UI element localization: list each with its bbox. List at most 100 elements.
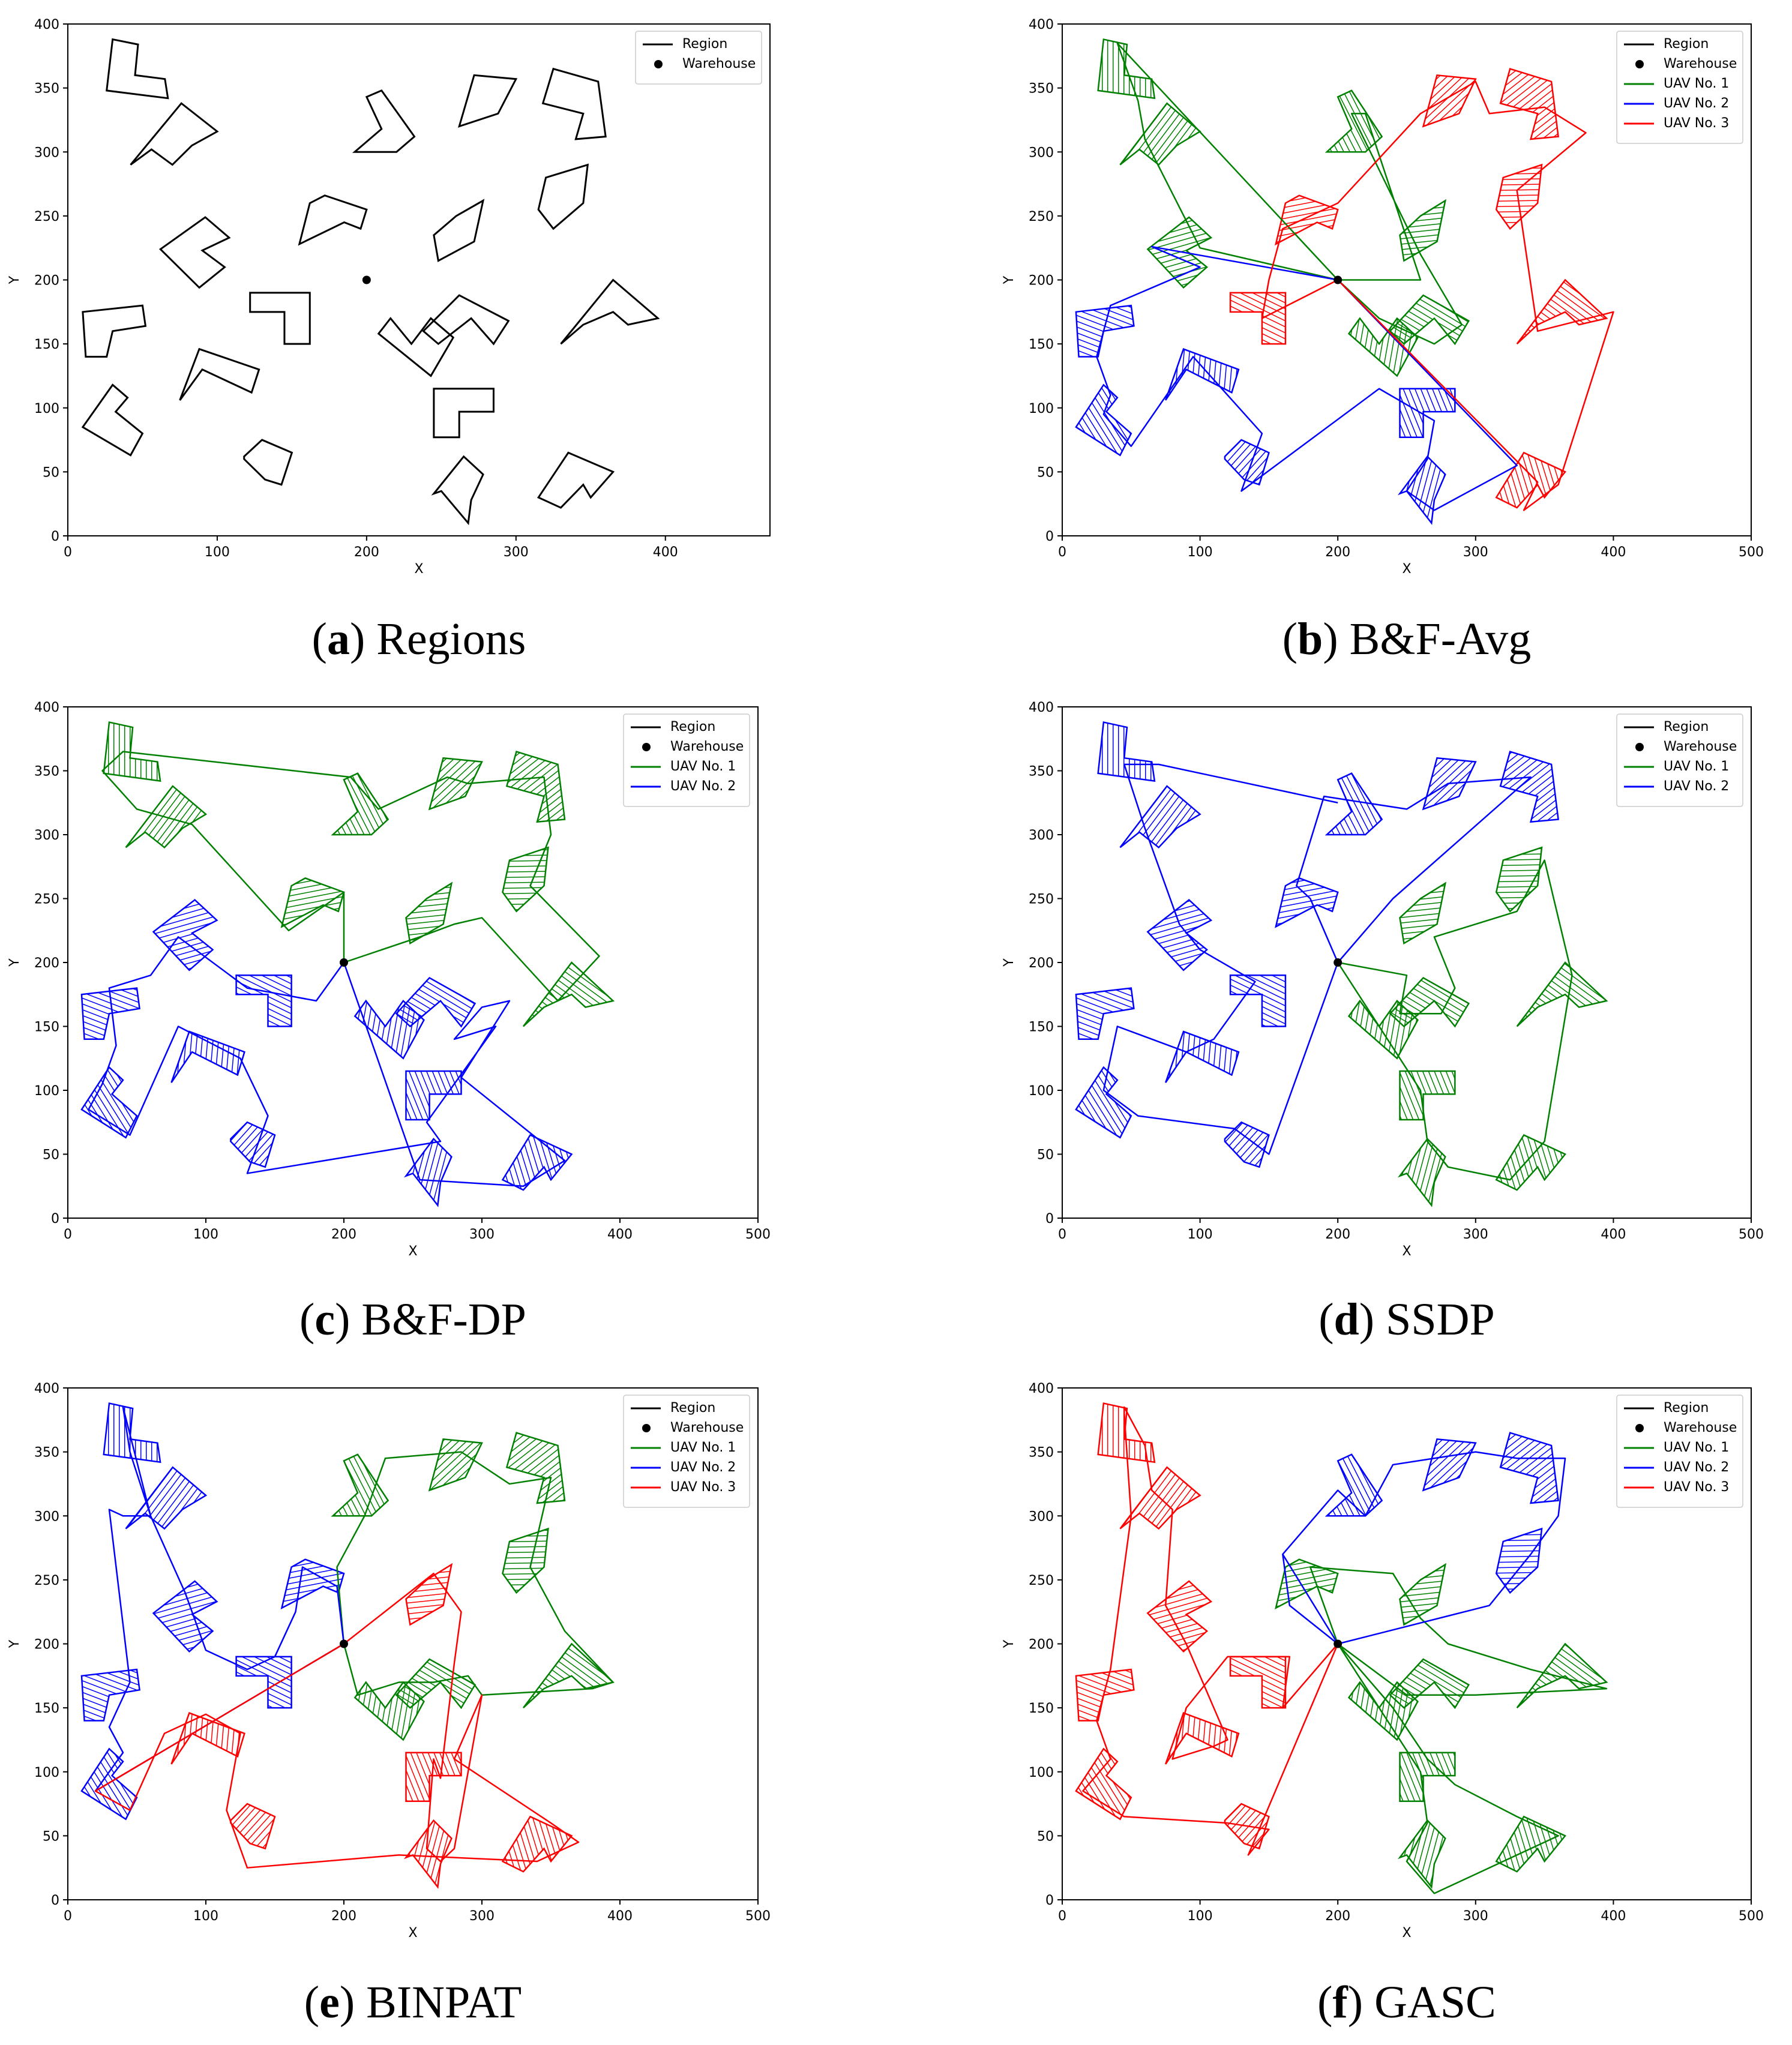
y-tick-label: 0 bbox=[1045, 1893, 1054, 1908]
y-tick-label: 50 bbox=[1037, 1148, 1054, 1163]
x-tick-label: 300 bbox=[469, 1227, 495, 1242]
coverage-region bbox=[1224, 439, 1270, 486]
region-polygon bbox=[433, 388, 495, 439]
coverage-region bbox=[1229, 292, 1287, 345]
y-tick-label: 250 bbox=[34, 209, 59, 224]
y-tick-label: 50 bbox=[43, 465, 59, 480]
warehouse-marker bbox=[362, 275, 371, 284]
x-tick-label: 300 bbox=[1463, 1909, 1488, 1924]
coverage-region bbox=[428, 757, 483, 811]
route-uav-no-1 bbox=[1116, 42, 1463, 345]
coverage-region bbox=[1499, 750, 1559, 823]
legend-box bbox=[1616, 1395, 1743, 1508]
coverage-region bbox=[405, 1070, 462, 1121]
panel-d: 0 100 200 300 400 500 0 50 100 150 200 250 300 350 400… bbox=[1002, 700, 1764, 1345]
coverage-region bbox=[170, 1712, 245, 1765]
coverage-region bbox=[1229, 974, 1287, 1027]
region-polygon bbox=[433, 199, 485, 262]
y-tick-label: 100 bbox=[34, 401, 59, 416]
legend-label: UAV No. 1 bbox=[670, 1440, 736, 1455]
legend-box bbox=[623, 1395, 750, 1508]
coverage-region bbox=[1499, 1432, 1559, 1504]
coverage-region bbox=[1075, 304, 1135, 358]
coverage-region bbox=[230, 1121, 276, 1168]
coverage-region bbox=[1495, 1527, 1543, 1594]
legend-label: UAV No. 1 bbox=[670, 759, 736, 774]
y-tick-label: 350 bbox=[1029, 1446, 1054, 1461]
x-tick-label: 200 bbox=[331, 1909, 356, 1924]
coverage-region bbox=[1399, 1070, 1456, 1121]
y-tick-label: 300 bbox=[34, 145, 59, 160]
y-tick-label: 100 bbox=[1029, 401, 1054, 416]
coverage-region bbox=[1119, 102, 1201, 166]
coverage-region bbox=[1275, 194, 1339, 246]
coverage-region bbox=[1495, 163, 1543, 230]
legend-warehouse-icon bbox=[1635, 1424, 1644, 1432]
legend-label: UAV No. 2 bbox=[1664, 1460, 1729, 1475]
y-tick-label: 200 bbox=[34, 274, 59, 289]
coverage-region bbox=[501, 1134, 573, 1191]
x-tick-label: 100 bbox=[193, 1227, 218, 1242]
coverage-region bbox=[1165, 1712, 1240, 1765]
route-uav-no-3 bbox=[94, 1572, 580, 1869]
coverage-region bbox=[80, 1066, 138, 1139]
coverage-region bbox=[1075, 1668, 1135, 1722]
region-polygon bbox=[243, 439, 293, 486]
coverage-region bbox=[1495, 451, 1567, 509]
y-axis-label: Y bbox=[7, 958, 22, 967]
route-uav-no-1 bbox=[1309, 1566, 1608, 1894]
coverage-region bbox=[103, 1402, 161, 1464]
y-tick-label: 400 bbox=[1029, 17, 1054, 32]
panel-a: 0 100 200 300 400 0 50 100 150 200 250 300 350 400 X Y R… bbox=[7, 17, 771, 664]
route-uav-no-1 bbox=[101, 751, 600, 1002]
coverage-region bbox=[235, 1656, 292, 1709]
coverage-region bbox=[403, 1138, 453, 1207]
coverage-region bbox=[152, 1580, 218, 1653]
y-tick-label: 300 bbox=[1029, 828, 1054, 843]
legend-label: Region bbox=[670, 1401, 715, 1416]
coverage-region bbox=[1422, 1438, 1477, 1492]
region-polygon bbox=[82, 304, 147, 358]
coverage-region bbox=[1075, 1066, 1132, 1139]
region-polygon bbox=[179, 347, 260, 401]
legend-label: Region bbox=[1664, 719, 1709, 734]
panel-caption: (b) B&F-Avg bbox=[1282, 614, 1532, 664]
coverage-region bbox=[523, 961, 615, 1027]
x-tick-label: 0 bbox=[64, 545, 72, 560]
y-axis-label: Y bbox=[7, 1639, 22, 1648]
x-tick-label: 100 bbox=[1188, 545, 1213, 560]
coverage-region bbox=[1399, 1752, 1456, 1803]
x-tick-label: 400 bbox=[607, 1909, 633, 1924]
x-tick-label: 200 bbox=[1325, 1909, 1350, 1924]
legend-label: Warehouse bbox=[670, 1420, 744, 1435]
coverage-region bbox=[1075, 1747, 1132, 1821]
coverage-region bbox=[80, 1747, 138, 1821]
x-tick-label: 100 bbox=[205, 545, 230, 560]
y-tick-label: 250 bbox=[1029, 209, 1054, 224]
panel-e: 0 100 200 300 400 500 0 50 100 150 200 250 300 350 400… bbox=[7, 1381, 771, 2028]
coverage-region bbox=[501, 1815, 573, 1873]
y-tick-label: 100 bbox=[1029, 1084, 1054, 1099]
y-tick-label: 250 bbox=[1029, 892, 1054, 907]
legend-label: UAV No. 1 bbox=[1664, 76, 1729, 91]
x-axis-label: X bbox=[408, 1926, 417, 1941]
x-tick-label: 500 bbox=[745, 1909, 771, 1924]
coverage-region bbox=[1119, 785, 1201, 848]
warehouse-marker bbox=[1333, 275, 1342, 284]
x-tick-label: 100 bbox=[193, 1909, 218, 1924]
x-tick-label: 500 bbox=[1739, 1909, 1764, 1924]
legend-label: UAV No. 2 bbox=[670, 779, 736, 794]
coverage-region bbox=[1516, 1642, 1608, 1709]
legend-label: Warehouse bbox=[682, 56, 756, 71]
y-tick-label: 150 bbox=[1029, 1701, 1054, 1716]
y-axis-label: Y bbox=[7, 275, 22, 284]
legend-label: Warehouse bbox=[1664, 56, 1737, 71]
x-tick-label: 300 bbox=[469, 1909, 495, 1924]
x-axis-label: X bbox=[408, 1244, 417, 1259]
panel-f: 0 100 200 300 400 500 0 50 100 150 200 250 300 350 400… bbox=[1002, 1381, 1764, 2028]
region-polygon bbox=[159, 216, 231, 289]
y-axis-label: Y bbox=[1002, 1639, 1017, 1648]
coverage-region bbox=[80, 1668, 141, 1722]
route-uav-no-1 bbox=[336, 1451, 614, 1696]
coverage-region bbox=[1097, 1402, 1156, 1464]
